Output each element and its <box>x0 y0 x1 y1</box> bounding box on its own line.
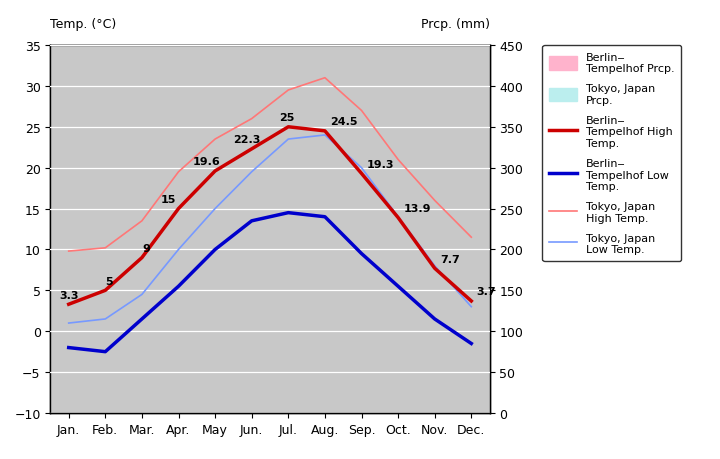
Text: Temp. (°C): Temp. (°C) <box>50 18 117 31</box>
Bar <box>252 279 266 413</box>
Bar <box>142 318 156 413</box>
Bar <box>435 337 449 413</box>
Bar <box>128 382 142 413</box>
Bar <box>55 379 68 413</box>
Bar <box>68 371 83 413</box>
Bar <box>420 372 435 413</box>
Bar <box>238 358 252 413</box>
Text: 19.3: 19.3 <box>367 159 395 169</box>
Bar <box>91 384 105 413</box>
Bar <box>398 252 412 413</box>
Bar <box>457 368 472 413</box>
Text: 24.5: 24.5 <box>330 117 358 127</box>
Text: 25: 25 <box>279 113 294 123</box>
Bar <box>348 376 361 413</box>
Text: 3.3: 3.3 <box>60 290 79 300</box>
Bar <box>105 367 120 413</box>
Bar <box>311 360 325 413</box>
Text: 13.9: 13.9 <box>404 203 431 213</box>
Bar <box>165 379 179 413</box>
Bar <box>361 242 375 413</box>
Legend: Berlin‒
Tempelhof Prcp., Tokyo, Japan
Prcp., Berlin‒
Tempelhof High
Temp., Berli: Berlin‒ Tempelhof Prcp., Tokyo, Japan Pr… <box>542 46 681 262</box>
Text: 19.6: 19.6 <box>193 157 221 167</box>
Bar <box>201 370 215 413</box>
Text: Prcp. (mm): Prcp. (mm) <box>420 18 490 31</box>
Bar <box>384 383 398 413</box>
Bar <box>215 301 229 413</box>
Text: 15: 15 <box>161 195 176 205</box>
Text: 3.7: 3.7 <box>477 287 496 297</box>
Text: 5: 5 <box>105 276 113 286</box>
Bar <box>325 276 339 413</box>
Bar <box>179 311 192 413</box>
Bar <box>288 287 302 413</box>
Text: 9: 9 <box>142 244 150 253</box>
Text: 7.7: 7.7 <box>440 254 460 264</box>
Text: 22.3: 22.3 <box>233 135 261 145</box>
Bar <box>274 370 288 413</box>
Bar <box>472 371 485 413</box>
